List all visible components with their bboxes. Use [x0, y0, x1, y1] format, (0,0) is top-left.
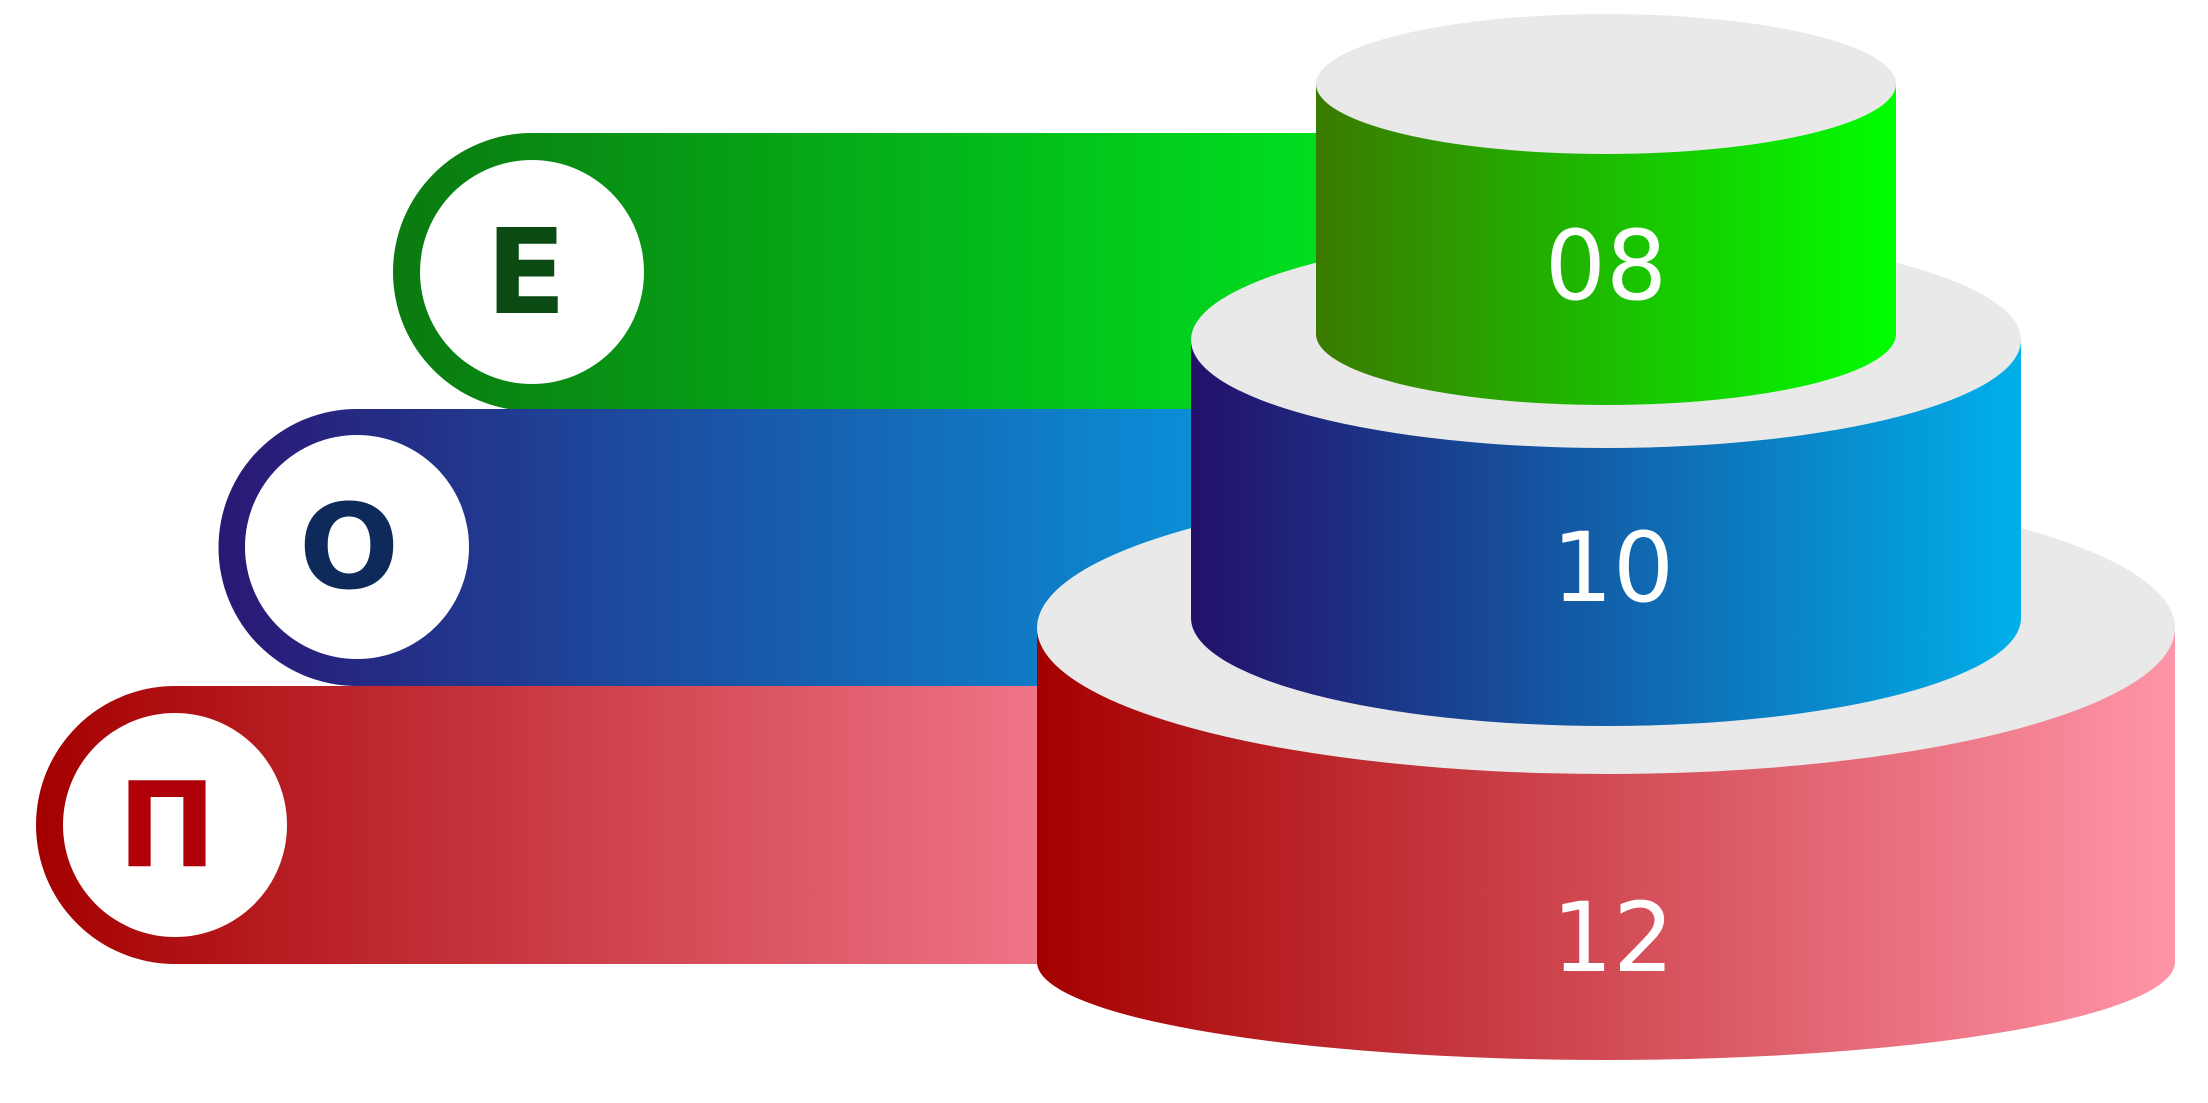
- tier-3-value: 12: [1552, 882, 1674, 994]
- cylinder-tier-1-top: [1316, 14, 1896, 154]
- badge-e: [420, 160, 644, 384]
- badge-o: [245, 435, 469, 659]
- band-o-shape: [218, 409, 1211, 686]
- badge-e-letter: E: [486, 203, 567, 341]
- band-e-shape: [393, 133, 1330, 411]
- badge-p-letter: П: [118, 756, 217, 894]
- band-p: П: [36, 686, 1050, 964]
- badge-p: [63, 713, 287, 937]
- tier-2-value: 10: [1552, 512, 1674, 624]
- tier-1-value: 08: [1545, 210, 1667, 322]
- band-e: E: [393, 133, 1330, 411]
- band-p-shape: [36, 686, 1050, 964]
- cylinder-tier-1: 08: [1316, 14, 1896, 405]
- cylinder-tier-1-body: [1316, 84, 1896, 405]
- cylinder-tier-2-body: [1191, 340, 2021, 726]
- badge-o-letter: O: [299, 478, 399, 616]
- band-o: O: [218, 409, 1211, 686]
